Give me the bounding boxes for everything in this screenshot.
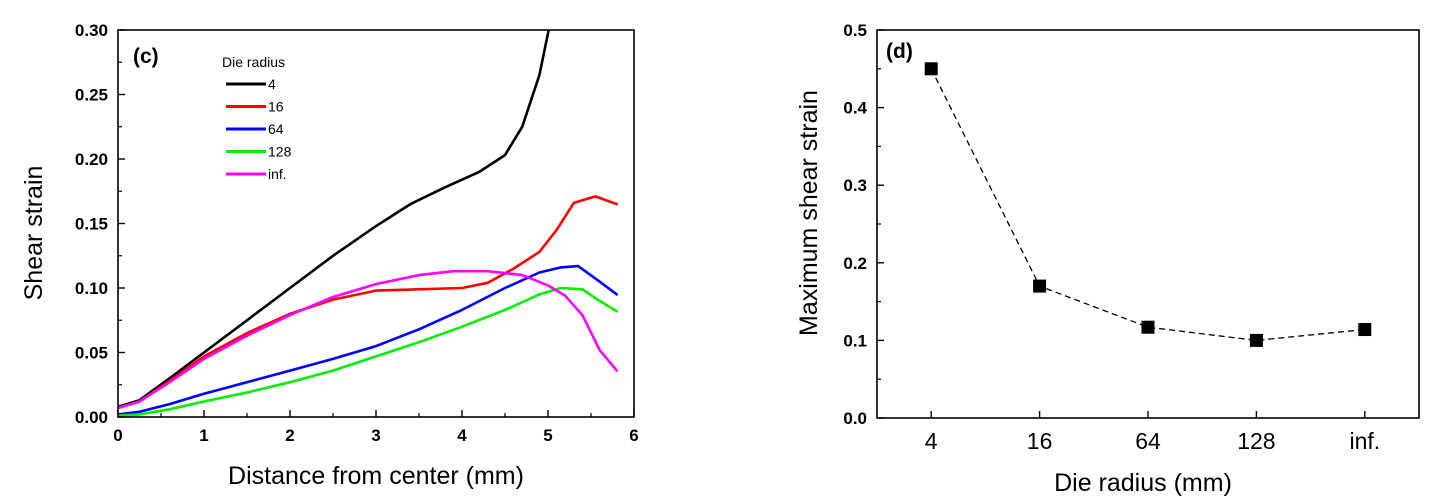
d-y-tick-label: 0.0 [843,409,867,428]
chart-d: 0.0 0.1 0.2 0.3 0.4 0.5 4 16 64 128 inf. (d) Die r… [795,21,1420,497]
c-legend-title: Die radius [222,54,285,70]
c-series-line-inf [118,269,619,410]
c-x-tick-label: 3 [371,426,380,445]
c-series-line-128 [118,286,619,417]
d-y-tick-label: 0.2 [843,254,867,273]
c-y-tick-label: 0.10 [75,279,108,298]
d-plot-frame [876,29,1420,419]
c-series-line-16 [118,195,619,410]
c-x-tick-label: 6 [629,426,638,445]
d-panel-label: (d) [886,40,913,63]
d-data-point [1033,279,1047,293]
d-y-axis-label: Maximum shear strain [795,90,823,336]
c-series [118,30,619,417]
c-y-tick-label: 0.20 [75,150,108,169]
d-x-tick-label: 4 [925,428,938,454]
c-y-tick-label: 0.00 [75,408,108,427]
c-y-tick-label: 0.30 [75,21,108,40]
c-legend-label: 128 [268,144,292,160]
d-x-tick-label: inf. [1349,428,1380,454]
d-data-point [1141,320,1155,334]
c-x-tick-label: 5 [543,426,552,445]
c-plot-frame [117,29,635,418]
c-panel-label: (c) [133,45,159,68]
c-x-tick-label: 2 [285,426,294,445]
d-y-tick-label: 0.3 [843,176,867,195]
c-legend-label: 16 [268,99,284,115]
d-x-tick-label: 16 [1027,428,1053,454]
c-legend-label: inf. [268,166,287,182]
c-series-line-64 [118,264,619,416]
d-x-tick-label: 128 [1237,428,1275,454]
d-ticks: 0.0 0.1 0.2 0.3 0.4 0.5 4 16 64 128 inf. [843,21,1380,454]
c-legend: Die radius 4 16 64 128 inf. [222,54,292,182]
d-data-point [1249,333,1263,347]
c-x-tick-label: 1 [199,426,208,445]
d-y-tick-label: 0.5 [843,21,867,40]
c-legend-label: 64 [268,121,284,137]
c-legend-label: 4 [268,76,276,92]
c-y-tick-label: 0.25 [75,86,108,105]
d-y-tick-label: 0.4 [843,99,867,118]
c-y-tick-label: 0.05 [75,344,108,363]
c-y-axis-label: Shear strain [20,166,48,301]
d-x-axis-label: Die radius (mm) [1054,469,1232,497]
c-x-tick-label: 4 [457,426,467,445]
d-data-point [1358,323,1372,337]
d-data-point [924,62,938,76]
c-y-tick-label: 0.15 [75,215,108,234]
d-points [924,62,1372,347]
c-x-tick-label: 0 [113,426,122,445]
d-y-tick-label: 0.1 [843,331,867,350]
c-x-axis-label: Distance from center (mm) [228,462,524,490]
c-series-line-4 [118,30,550,409]
chart-c: 0.000.050.100.150.200.250.300 1 2 3 4 5 6 (c) … [20,21,639,490]
d-dashed-connector [930,68,1365,342]
d-x-tick-label: 64 [1135,428,1161,454]
